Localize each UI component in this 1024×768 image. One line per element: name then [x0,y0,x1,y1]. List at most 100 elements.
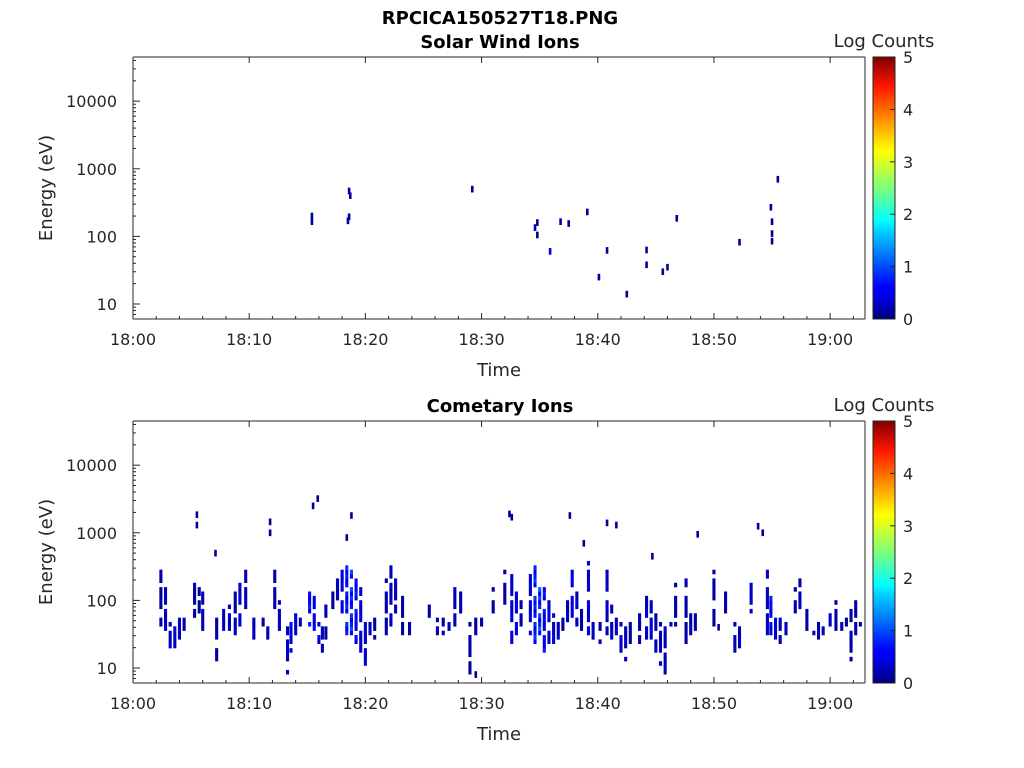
x-tick-label: 18:40 [575,694,621,713]
y-tick-labels: 10 100 1000 10000 [66,456,117,678]
heatmap-cell [552,630,556,636]
heatmap-cell [834,600,838,605]
heatmap-cell [658,661,663,666]
heatmap-cell [201,600,205,605]
heatmap-cell [215,652,219,658]
heatmap-cell [173,630,177,636]
heatmap-cell [193,600,197,605]
heatmap-cell [308,591,312,597]
heatmap-cell [320,643,324,649]
heatmap-cell [389,617,393,623]
heatmap-cell [394,608,398,614]
heatmap-cell [566,600,570,605]
heatmap-cell [778,635,782,640]
spectrogram-cells [159,495,862,678]
heatmap-cell [349,630,353,636]
x-tick-labels: 18:00 18:10 18:20 18:30 18:40 18:50 19:00 [110,694,853,713]
heatmap-cell [749,591,753,597]
heatmap-cell [215,626,219,631]
heatmap-cell [277,600,281,605]
heatmap-cell [384,604,388,610]
heatmap-cell [354,578,358,583]
heatmap-cell [684,639,688,644]
heatmap-cell [834,613,838,618]
heatmap-cell [663,652,667,658]
heatmap-cell [159,617,163,623]
y-tick-label: 100 [86,227,117,246]
heatmap-cell [547,608,551,614]
heatmap-cell [453,617,457,623]
heatmap-cell [384,595,388,601]
colorbar [872,56,896,320]
x-tick-label: 18:20 [342,330,388,349]
heatmap-cell [528,574,532,579]
heatmap-cell [579,621,584,627]
heatmap-cell [354,582,358,588]
heatmap-cell [312,613,316,618]
heatmap-cell [363,635,367,640]
heatmap-cell [658,643,663,649]
heatmap-cell [849,608,853,614]
heatmap-cell [645,630,649,636]
heatmap-cell [556,630,560,636]
heatmap-cell [579,617,584,623]
heatmap-cell [538,600,542,605]
heatmap-cell [354,595,358,601]
heatmap-cell [244,591,248,597]
heatmap-cell [684,608,688,614]
heatmap-cell [654,639,658,644]
heatmap-cell [197,587,201,592]
heatmap-cell [163,595,168,601]
heatmap-cell [675,215,679,222]
heatmap-cell [756,522,760,530]
heatmap-cell [624,639,628,644]
y-tick-label: 10000 [66,456,117,475]
heatmap-cell [368,626,372,631]
heatmap-cell [384,578,388,583]
heatmap-cell [805,626,809,631]
heatmap-cell [324,626,328,631]
heatmap-cell [552,613,556,618]
heatmap-cell [459,591,463,597]
heatmap-cell [816,621,821,627]
heatmap-cell [805,613,809,618]
heatmap-cell [533,574,537,579]
colorbar-tick-label: 0 [903,674,913,693]
heatmap-cell [435,626,439,631]
heatmap-cell [354,617,358,623]
heatmap-cell [649,626,653,631]
heatmap-cell [359,639,363,644]
heatmap-cell [712,617,716,623]
heatmap-cell [712,578,716,583]
heatmap-cell [195,521,199,529]
heatmap-cell [503,587,507,592]
y-tick-label: 10 [97,659,117,678]
heatmap-cell [528,582,532,588]
heatmap-cell [693,613,697,618]
heatmap-cell [737,635,742,640]
heatmap-cell [552,621,556,627]
heatmap-cell [453,600,457,605]
heatmap-cell [528,600,532,605]
heatmap-cell [605,617,609,623]
x-tick-label: 19:00 [807,330,853,349]
heatmap-cell [459,608,463,614]
heatmap-cell [407,621,412,627]
heatmap-cell [510,591,514,597]
heatmap-cell [453,587,457,592]
heatmap-cell [733,643,737,649]
heatmap-cell [724,595,728,601]
heatmap-cell [533,582,537,588]
heatmap-cell [514,608,518,614]
heatmap-cell [359,604,363,610]
heatmap-cell [273,591,277,597]
heatmap-cell [684,582,688,588]
heatmap-cell [233,621,237,627]
heatmap-cell [508,510,511,518]
heatmap-cell [586,560,591,566]
heatmap-cell [575,591,579,597]
heatmap-cell [168,643,172,649]
heatmap-cell [689,626,693,631]
heatmap-cell [294,617,298,623]
heatmap-cell [776,175,780,183]
